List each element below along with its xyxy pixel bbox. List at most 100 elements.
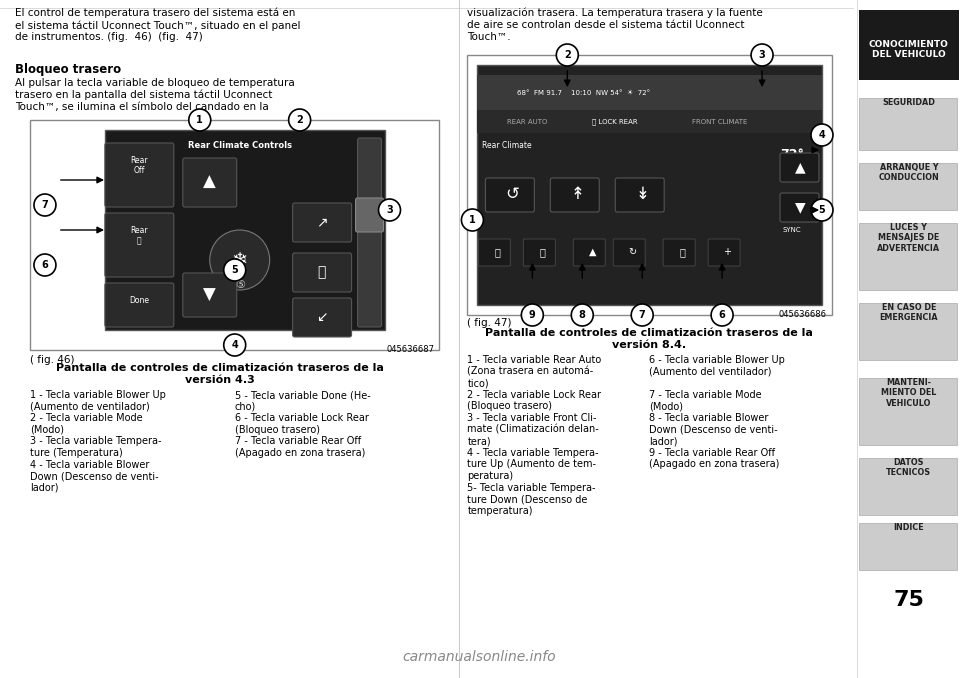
FancyBboxPatch shape <box>105 283 174 327</box>
FancyBboxPatch shape <box>859 458 957 515</box>
Text: ↟: ↟ <box>570 185 585 203</box>
Text: ( fig. 47): ( fig. 47) <box>468 318 512 328</box>
FancyBboxPatch shape <box>573 239 605 266</box>
FancyBboxPatch shape <box>355 198 384 232</box>
Circle shape <box>34 254 56 276</box>
Text: ↙: ↙ <box>316 310 327 324</box>
Circle shape <box>521 304 543 326</box>
Circle shape <box>34 194 56 216</box>
FancyBboxPatch shape <box>182 273 237 317</box>
Circle shape <box>224 334 246 356</box>
Text: LUCES Y
MENSAJES DE
ADVERTENCIA: LUCES Y MENSAJES DE ADVERTENCIA <box>877 223 941 253</box>
Text: 045636686: 045636686 <box>779 310 827 319</box>
Text: 2: 2 <box>564 50 570 60</box>
FancyBboxPatch shape <box>780 153 819 182</box>
FancyBboxPatch shape <box>105 213 174 277</box>
Text: 8: 8 <box>579 310 586 320</box>
Circle shape <box>711 304 733 326</box>
Text: ⑤: ⑤ <box>234 280 245 290</box>
Text: INDICE: INDICE <box>894 523 924 532</box>
Circle shape <box>751 44 773 66</box>
Text: 6: 6 <box>719 310 726 320</box>
FancyBboxPatch shape <box>30 120 440 350</box>
Text: Al pulsar la tecla variable de bloqueo de temperatura
trasero en la pantalla del: Al pulsar la tecla variable de bloqueo d… <box>15 78 295 112</box>
Circle shape <box>462 209 484 231</box>
Circle shape <box>209 230 270 290</box>
FancyBboxPatch shape <box>615 178 664 212</box>
Text: 7: 7 <box>638 310 645 320</box>
Text: 9: 9 <box>529 310 536 320</box>
Circle shape <box>632 304 653 326</box>
Text: 🌡: 🌡 <box>540 247 545 257</box>
Text: 4: 4 <box>231 340 238 350</box>
Text: Pantalla de controles de climatización traseros de la
versión 4.3: Pantalla de controles de climatización t… <box>56 363 384 384</box>
FancyBboxPatch shape <box>486 178 535 212</box>
Circle shape <box>556 44 578 66</box>
Text: 5 - Tecla variable Done (He-
cho)
6 - Tecla variable Lock Rear
(Bloqueo trasero): 5 - Tecla variable Done (He- cho) 6 - Te… <box>234 390 371 458</box>
Text: ARRANQUE Y
CONDUCCION: ARRANQUE Y CONDUCCION <box>878 163 939 182</box>
Text: FRONT CLIMATE: FRONT CLIMATE <box>692 119 748 125</box>
Text: ▼: ▼ <box>204 286 216 304</box>
Text: Done: Done <box>129 296 149 305</box>
FancyBboxPatch shape <box>780 193 819 222</box>
Text: visualización trasera. La temperatura trasera y la fuente
de aire se controlan d: visualización trasera. La temperatura tr… <box>468 8 763 42</box>
Text: 4: 4 <box>819 130 826 140</box>
Text: 🔊: 🔊 <box>680 247 685 257</box>
Text: REAR AUTO: REAR AUTO <box>508 119 548 125</box>
Text: ↺: ↺ <box>505 185 519 203</box>
Text: 7: 7 <box>41 200 48 210</box>
FancyBboxPatch shape <box>859 523 957 570</box>
Text: 6: 6 <box>41 260 48 270</box>
FancyBboxPatch shape <box>613 239 645 266</box>
Text: 5: 5 <box>231 265 238 275</box>
FancyBboxPatch shape <box>293 253 351 292</box>
Text: EN CASO DE
EMERGENCIA: EN CASO DE EMERGENCIA <box>879 303 938 323</box>
Text: Pantalla de controles de climatización traseros de la
versión 8.4.: Pantalla de controles de climatización t… <box>485 328 813 350</box>
FancyBboxPatch shape <box>477 75 822 110</box>
Text: ↗: ↗ <box>316 215 327 229</box>
Text: 5: 5 <box>819 205 826 215</box>
FancyBboxPatch shape <box>478 239 511 266</box>
Circle shape <box>811 199 833 221</box>
Text: ▲: ▲ <box>588 247 596 257</box>
Text: Rear
🔒: Rear 🔒 <box>130 226 148 245</box>
Text: SYNC: SYNC <box>782 227 802 233</box>
FancyBboxPatch shape <box>105 130 385 330</box>
Text: ▲: ▲ <box>204 173 216 191</box>
Text: 1: 1 <box>197 115 204 125</box>
Text: ❄: ❄ <box>231 250 248 269</box>
Text: ▼: ▼ <box>795 200 805 214</box>
Text: ▲: ▲ <box>795 160 805 174</box>
Text: Rear
Off: Rear Off <box>130 155 148 175</box>
Text: CONOCIMIENTO
DEL VEHICULO: CONOCIMIENTO DEL VEHICULO <box>869 40 948 60</box>
Text: DATOS
TECNICOS: DATOS TECNICOS <box>886 458 931 477</box>
Text: ↡: ↡ <box>636 185 649 203</box>
Circle shape <box>811 124 833 146</box>
Text: 1: 1 <box>469 215 476 225</box>
FancyBboxPatch shape <box>859 163 957 210</box>
Circle shape <box>378 199 400 221</box>
FancyBboxPatch shape <box>357 138 381 327</box>
FancyBboxPatch shape <box>477 65 822 305</box>
Text: +: + <box>723 247 732 257</box>
Text: 1 - Tecla variable Rear Auto
(Zona trasera en automá-
tico)
2 - Tecla variable L: 1 - Tecla variable Rear Auto (Zona trase… <box>468 355 602 516</box>
FancyBboxPatch shape <box>859 378 957 445</box>
Circle shape <box>224 259 246 281</box>
Text: 1 - Tecla variable Blower Up
(Aumento de ventilador)
2 - Tecla variable Mode
(Mo: 1 - Tecla variable Blower Up (Aumento de… <box>30 390 166 493</box>
Text: ( fig. 46): ( fig. 46) <box>30 355 75 365</box>
Text: Rear Climate Controls: Rear Climate Controls <box>188 141 292 150</box>
Text: 2: 2 <box>297 115 303 125</box>
FancyBboxPatch shape <box>859 98 957 150</box>
Circle shape <box>571 304 593 326</box>
FancyBboxPatch shape <box>105 143 174 207</box>
Text: ↻: ↻ <box>628 247 636 257</box>
Text: 🎚: 🎚 <box>494 247 500 257</box>
Text: 045636687: 045636687 <box>387 345 435 354</box>
Text: SEGURIDAD: SEGURIDAD <box>882 98 935 107</box>
Text: El control de temperatura trasero del sistema está en
el sistema táctil Uconnect: El control de temperatura trasero del si… <box>15 8 300 42</box>
Text: ⤴: ⤴ <box>318 265 325 279</box>
FancyBboxPatch shape <box>182 158 237 207</box>
Text: carmanualsonline.info: carmanualsonline.info <box>402 650 556 664</box>
FancyBboxPatch shape <box>859 303 957 360</box>
Text: Bloqueo trasero: Bloqueo trasero <box>15 63 121 76</box>
